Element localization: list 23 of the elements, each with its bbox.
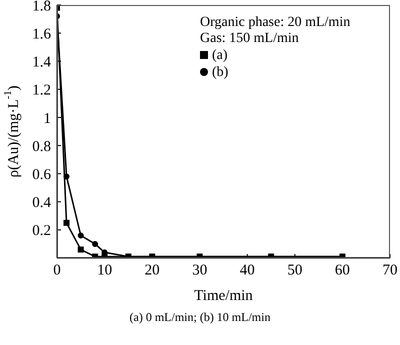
x-tick-label: 70 (382, 262, 398, 279)
legend-label: (b) (212, 65, 228, 80)
y-tick-label: 1.8 (32, 0, 51, 14)
x-tick-label: 10 (97, 262, 112, 279)
y-tick-label: 1.4 (32, 54, 52, 71)
x-tick-label: 30 (192, 262, 208, 279)
x-axis-title: Time/min (194, 288, 254, 304)
legend-label: (a) (212, 48, 228, 63)
y-tick-label: 0.2 (32, 223, 51, 240)
y-tick-label: 0.4 (32, 195, 52, 212)
x-tick-label: 40 (240, 262, 255, 279)
y-tick-label: 0.8 (32, 138, 51, 155)
annotation: Gas: 150 mL/min (200, 31, 300, 47)
text: (a) 0 mL/min; (b) 10 mL/min (128, 310, 272, 325)
x-tick-label: 0 (53, 262, 61, 279)
y-tick-label: 1.2 (32, 82, 51, 99)
x-tick-label: 50 (287, 262, 302, 279)
y-tick-label: 1 (44, 110, 51, 127)
x-tick-label: 20 (144, 262, 160, 279)
y-tick-label: 1.6 (32, 26, 52, 42)
annotation: Organic phase: 20 mL/min (200, 15, 352, 31)
x-tick-label: 60 (334, 262, 350, 279)
y-tick-label: 0.6 (32, 166, 52, 183)
